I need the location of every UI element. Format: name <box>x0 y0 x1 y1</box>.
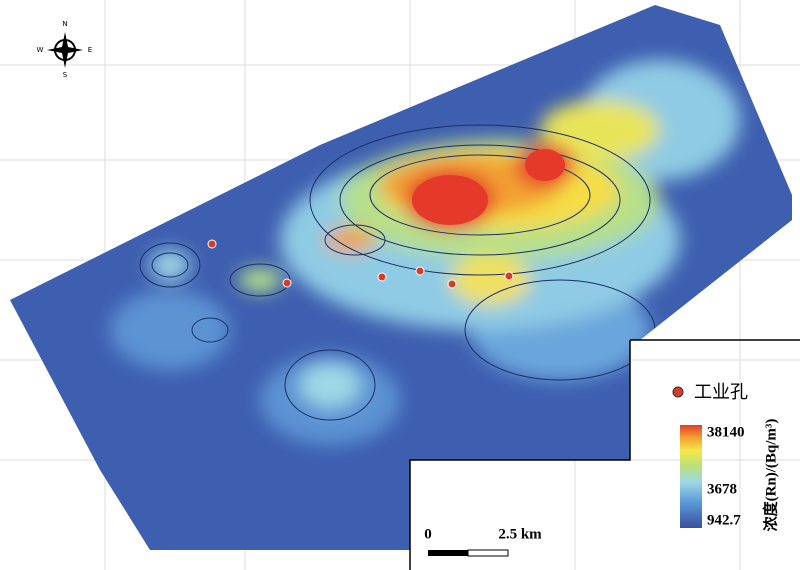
scale-end: 2.5 km <box>498 526 542 542</box>
contours <box>139 124 656 421</box>
compass-n: N <box>62 20 67 28</box>
compass-e: E <box>88 46 92 54</box>
scale-start: 0 <box>424 526 432 542</box>
colorbar-tick-label: 38140 <box>707 424 745 440</box>
compass-s: S <box>63 71 68 79</box>
legend-label: 工业孔 <box>694 382 748 403</box>
colorbar-tick-label: 3678 <box>707 481 737 497</box>
compass-w: W <box>37 46 44 54</box>
boreholes <box>207 239 514 289</box>
legend-marker <box>672 386 684 398</box>
legend-frame <box>409 339 800 570</box>
compass: N S W E <box>37 20 93 79</box>
colorbar <box>680 425 702 528</box>
scale-bar: 0 2.5 km <box>424 526 542 557</box>
colorbar-ticks: 38140 3678 942.7 <box>707 424 745 528</box>
colorbar-tick-label: 942.7 <box>707 512 741 528</box>
colorbar-title: 浓度(Rn)/(Bq/m³) <box>761 419 779 532</box>
